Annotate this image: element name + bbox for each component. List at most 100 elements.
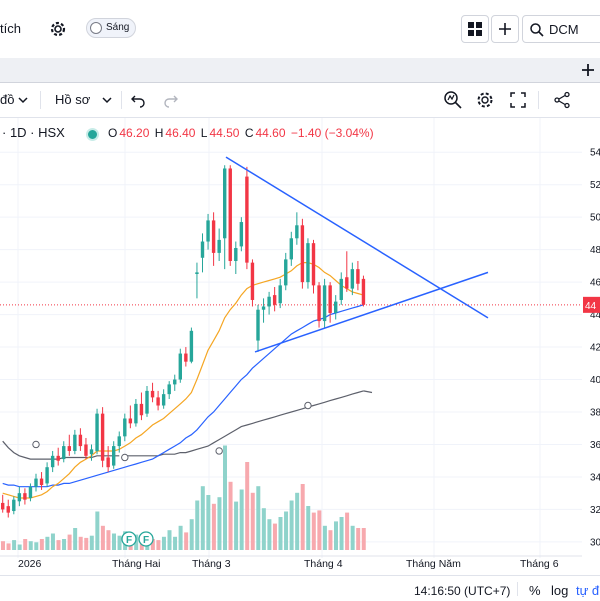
volume-bar xyxy=(217,497,222,550)
volume-bar xyxy=(100,525,105,550)
volume-bar xyxy=(250,492,255,550)
profile-dropdown[interactable]: Hồ sơ xyxy=(55,92,90,107)
candle xyxy=(317,282,321,328)
volume-bar xyxy=(261,508,266,550)
volume-bar xyxy=(200,486,205,550)
redo-icon[interactable] xyxy=(163,92,179,108)
flag-circle xyxy=(138,531,154,547)
volume-bar xyxy=(17,544,22,550)
candle-body xyxy=(189,330,194,362)
candle xyxy=(50,450,55,473)
clock[interactable]: 14:16:50 (UTC+7) xyxy=(414,584,511,598)
symbol-info[interactable]: · 1D · HSX xyxy=(2,125,65,140)
undo-icon[interactable] xyxy=(130,92,146,108)
symbol-search[interactable]: DCM xyxy=(522,15,600,43)
candle-body xyxy=(322,285,327,322)
volume-bar xyxy=(339,517,344,550)
auto-scale-toggle[interactable]: tự đ xyxy=(576,583,600,598)
candle-body xyxy=(156,397,160,406)
volume-bar xyxy=(317,510,322,550)
candle xyxy=(6,499,10,518)
candle-body xyxy=(256,309,260,341)
gear-icon[interactable] xyxy=(48,19,68,39)
add-tab-icon[interactable] xyxy=(580,62,596,78)
volume-bar xyxy=(1,541,5,550)
percent-toggle[interactable]: % xyxy=(529,583,541,598)
candle-body xyxy=(178,353,182,380)
candle xyxy=(300,218,305,289)
divider xyxy=(40,91,41,109)
topbar-title-fragment[interactable]: tích xyxy=(0,21,21,36)
volume-bar xyxy=(361,528,366,550)
volume-bar xyxy=(12,540,17,550)
volume-bar xyxy=(306,506,311,550)
volume-bars xyxy=(1,445,366,550)
candle-body xyxy=(139,403,144,416)
chevron-down-icon[interactable] xyxy=(102,95,112,105)
theme-toggle[interactable]: Sáng xyxy=(86,18,136,38)
search-icon xyxy=(530,23,544,37)
candle xyxy=(334,295,338,320)
fullscreen-icon[interactable] xyxy=(509,91,527,109)
candle-body xyxy=(195,272,199,274)
candle xyxy=(223,165,227,270)
candle-body xyxy=(228,168,232,262)
high-key: H xyxy=(154,126,164,140)
candle xyxy=(100,407,105,468)
candle xyxy=(206,213,210,250)
volume-bar xyxy=(62,539,67,550)
volume-bar xyxy=(211,503,216,550)
candle xyxy=(117,431,121,453)
zoom-analysis-icon[interactable] xyxy=(443,90,463,110)
candle-body xyxy=(95,413,99,451)
candle xyxy=(272,286,277,312)
candle-body xyxy=(272,295,277,305)
divider xyxy=(517,582,518,596)
plus-icon xyxy=(499,23,511,35)
candle xyxy=(106,446,110,473)
volume-bar xyxy=(39,539,44,550)
candle xyxy=(250,259,255,307)
share-icon[interactable] xyxy=(553,91,571,109)
volume-bar xyxy=(195,500,200,550)
time-axis-label: Tháng Hai xyxy=(112,558,160,570)
candle-body xyxy=(245,176,249,263)
settings-icon[interactable] xyxy=(475,90,495,110)
price-tick-label: 54 xyxy=(590,148,600,159)
volume-bar xyxy=(89,535,94,550)
price-tick-label: 46 xyxy=(590,278,600,289)
current-price-badge xyxy=(583,296,600,313)
price-axis[interactable]: 54 52 50 48 46 44 42 40 38 36 34 32 30 44 xyxy=(582,118,600,570)
candle xyxy=(78,428,83,451)
profile-label: Hồ sơ xyxy=(55,92,91,107)
candle-body xyxy=(161,394,166,406)
chevron-down-icon[interactable] xyxy=(18,95,28,105)
candle xyxy=(350,262,355,296)
open-key: O xyxy=(108,126,118,140)
chart-grid xyxy=(0,118,582,558)
candle-body xyxy=(67,446,71,451)
candle-body xyxy=(328,285,332,313)
candle xyxy=(95,408,99,455)
candle xyxy=(339,272,343,305)
candle xyxy=(1,494,5,513)
candle xyxy=(345,251,349,292)
ma-marker-icon xyxy=(32,440,40,449)
candle-body xyxy=(339,278,343,300)
layout-button[interactable] xyxy=(461,15,489,43)
volume-bar xyxy=(328,530,333,550)
add-button[interactable] xyxy=(491,15,519,43)
candle xyxy=(195,262,199,299)
log-toggle[interactable]: log xyxy=(551,583,569,598)
candle-body xyxy=(217,239,221,253)
bottom-bar: 14:16:50 (UTC+7) % log tự đ xyxy=(0,575,600,601)
candle-body xyxy=(73,434,77,451)
candle-body xyxy=(56,455,60,461)
chart-type-dropdown[interactable]: đồ xyxy=(0,92,14,107)
candle xyxy=(23,488,27,505)
candle-body xyxy=(150,390,155,398)
candle-body xyxy=(278,285,282,304)
volume-bar xyxy=(272,523,277,550)
candle-body xyxy=(295,225,299,239)
